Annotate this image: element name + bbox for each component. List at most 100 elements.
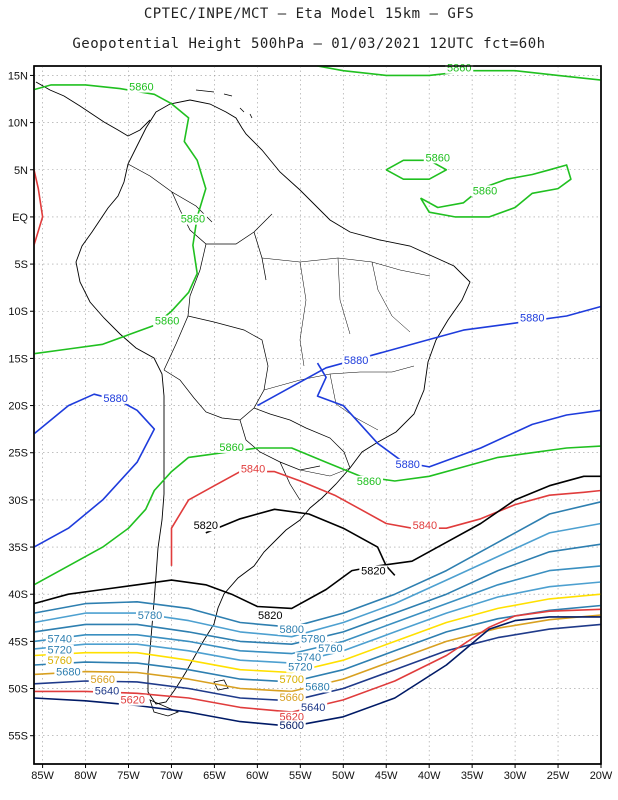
lat-tick-label: 45S (8, 636, 28, 648)
contour-label: 5860 (447, 63, 471, 75)
contour-label: 5820 (361, 565, 385, 577)
contour-label-bg (135, 609, 164, 621)
contour-label: 5880 (103, 393, 127, 405)
lat-tick-label: 10N (8, 118, 28, 130)
contour-label-bg (101, 392, 130, 404)
contour-label: 5780 (138, 610, 162, 622)
contour-label: 5880 (520, 313, 544, 325)
latitude-axis: 15N 10N 5N EQ 5S 10S 15S 20S 25S 30S 35S 40S 45S 50S 5… (8, 70, 34, 743)
lat-tick-label: 55S (8, 731, 28, 743)
contour-label: 5620 (121, 695, 145, 707)
contour-label: 5680 (56, 666, 80, 678)
contour-label-bg (178, 213, 207, 225)
contour-label-bg (191, 520, 220, 532)
contour-label: 5860 (219, 442, 243, 454)
contour-label-bg (88, 673, 117, 685)
lat-tick-label: 15N (8, 70, 28, 82)
lon-tick-label: 40W (418, 770, 441, 782)
contour-label-bg (93, 685, 122, 697)
lon-tick-label: 65W (203, 770, 226, 782)
map-frame-border (33, 65, 602, 765)
contour-label-bg (294, 652, 323, 664)
contour-label: 5680 (305, 681, 329, 693)
central-america-coastline (35, 81, 151, 137)
lon-tick-label: 70W (160, 770, 183, 782)
contour-label: 5600 (279, 720, 303, 732)
contour-label-bg (277, 673, 306, 685)
contour-5860 (385, 159, 448, 180)
contour-label-bg (410, 520, 439, 532)
contour-label: 5880 (344, 355, 368, 367)
contour-5820 (205, 508, 396, 576)
contour-label: 5720 (288, 662, 312, 674)
contour-5840 (33, 169, 44, 246)
lon-tick-label: 85W (31, 770, 54, 782)
lat-tick-label: 5N (14, 165, 28, 177)
lat-tick-label: 50S (8, 684, 28, 696)
contour-label: 5780 (301, 633, 325, 645)
lon-tick-label: 80W (74, 770, 97, 782)
lon-tick-label: 75W (117, 770, 140, 782)
contour-label-bg (518, 312, 547, 324)
lat-tick-label: 25S (8, 448, 28, 460)
contour-label: 5860 (155, 316, 179, 328)
contour-label: 5660 (90, 674, 114, 686)
lat-tick-label: 30S (8, 495, 28, 507)
contour-label-bg (355, 475, 384, 487)
contour-label-bg (342, 355, 371, 367)
south-america-coastline (75, 99, 471, 705)
contour-label-bg (45, 644, 74, 656)
contour-label: 5740 (48, 633, 72, 645)
contour-5880 (33, 393, 156, 548)
lon-tick-label: 60W (246, 770, 269, 782)
contour-label-bg (286, 661, 315, 673)
contour-label-bg (299, 702, 328, 714)
lon-tick-label: 55W (289, 770, 312, 782)
contour-label-bg (471, 185, 500, 197)
contour-5800 (33, 501, 602, 629)
contour-labels: 5860 5860 5860 5860 5860 5860 5880 5880 5880 5880… (45, 62, 547, 732)
contour-label: 5860 (357, 476, 381, 488)
contour-label-bg (445, 62, 474, 74)
contour-5680 (33, 604, 602, 683)
contour-label: 5880 (395, 459, 419, 471)
contour-5820 (33, 475, 601, 610)
contour-label-bg (303, 681, 332, 693)
contour-label-bg (359, 565, 388, 577)
map-title-line-2: Geopotential Height 500hPa – 01/03/2021 … (72, 36, 546, 52)
lon-tick-label: 45W (375, 770, 398, 782)
contour-label: 5840 (413, 520, 437, 532)
coastlines-and-borders (35, 81, 471, 717)
falkland-islands (213, 679, 229, 691)
contour-label: 5640 (95, 685, 119, 697)
contour-label-bg (217, 441, 246, 453)
contour-label: 5820 (258, 610, 282, 622)
contour-label-bg (393, 458, 422, 470)
contour-label: 5660 (279, 692, 303, 704)
lat-tick-label: 40S (8, 589, 28, 601)
lat-tick-label: 35S (8, 542, 28, 554)
contour-5760 (33, 593, 602, 674)
lon-tick-label: 35W (461, 770, 484, 782)
contour-label-bg (45, 633, 74, 645)
contour-5840 (170, 470, 602, 566)
contour-label-bg (118, 694, 147, 706)
lat-tick-label: EQ (12, 212, 28, 224)
contour-label-bg (239, 463, 268, 475)
lon-tick-label: 30W (504, 770, 527, 782)
contour-label: 5740 (297, 652, 321, 664)
lat-tick-label: 15S (8, 353, 28, 365)
contour-5640 (33, 623, 602, 702)
contour-label-bg (256, 609, 285, 621)
contour-label-bg (277, 711, 306, 723)
contour-5860 (33, 84, 207, 355)
tierra-del-fuego (149, 699, 180, 717)
caribbean-islands (195, 89, 253, 119)
contour-label-bg (277, 691, 306, 703)
lat-tick-label: 20S (8, 401, 28, 413)
contour-5880 (316, 362, 602, 468)
contour-label: 5860 (181, 214, 205, 226)
contour-label: 5640 (301, 702, 325, 714)
contour-label: 5820 (194, 520, 218, 532)
